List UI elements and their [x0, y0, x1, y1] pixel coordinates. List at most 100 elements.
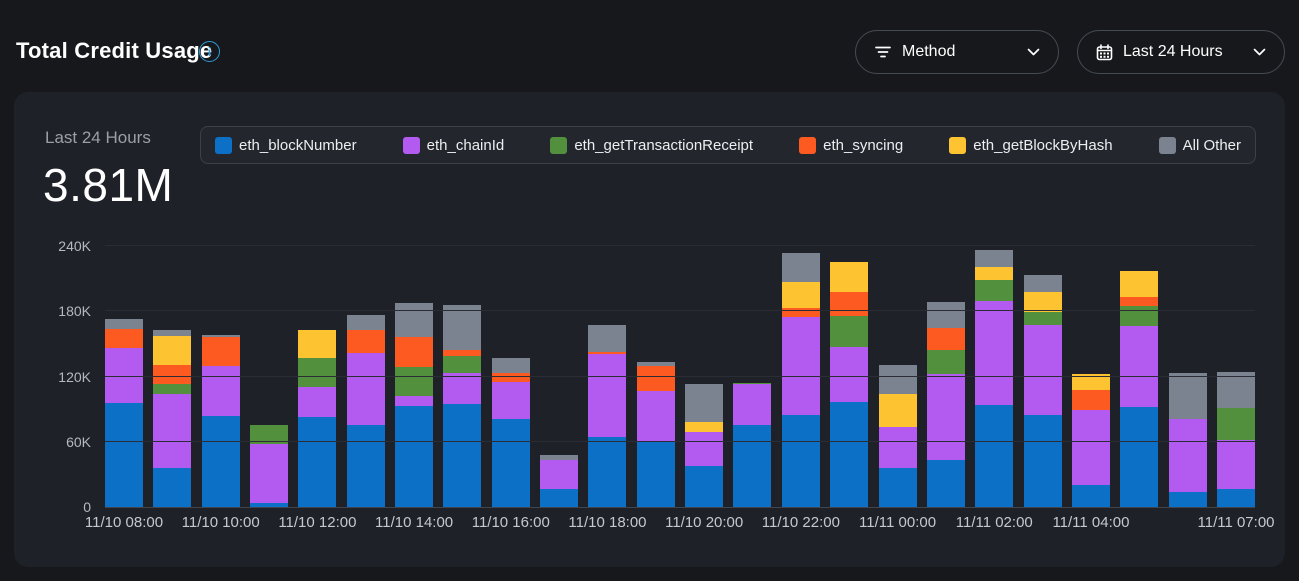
bar-segment	[443, 355, 482, 374]
bars-container	[105, 246, 1255, 507]
legend-label: eth_syncing	[823, 136, 904, 154]
bar-segment	[975, 266, 1014, 280]
legend-item[interactable]: eth_syncing	[799, 136, 904, 154]
legend-label: eth_getBlockByHash	[973, 136, 1113, 154]
bar-segment	[395, 302, 434, 338]
bar-segment	[443, 373, 482, 404]
bar-segment	[733, 384, 772, 426]
bar-segment	[443, 304, 482, 351]
bar	[975, 250, 1014, 507]
legend-item[interactable]: eth_blockNumber	[215, 136, 357, 154]
bar-segment	[975, 279, 1014, 302]
bar-segment	[153, 336, 192, 365]
bar-segment	[636, 365, 675, 391]
bar-segment	[1023, 325, 1062, 415]
time-range-dropdown[interactable]: Last 24 Hours	[1077, 30, 1285, 74]
bar-segment	[1216, 408, 1255, 440]
bar-segment	[1023, 275, 1062, 292]
x-tick-label: 11/11 02:00	[955, 514, 1033, 531]
bar-segment	[250, 502, 289, 507]
bar-segment	[491, 373, 530, 382]
bar	[201, 335, 240, 507]
bar-segment	[781, 281, 820, 308]
legend-item[interactable]: eth_getTransactionReceipt	[550, 136, 753, 154]
bar	[878, 364, 917, 507]
bar	[298, 329, 337, 507]
bar	[443, 304, 482, 507]
x-tick-label: 11/10 18:00	[568, 514, 647, 531]
credit-usage-card: Last 24 Hours 3.81M eth_blockNumber eth_c…	[14, 92, 1285, 567]
method-filter-dropdown[interactable]: Method	[855, 30, 1059, 74]
legend-item[interactable]: All Other	[1158, 136, 1241, 154]
bar-segment	[153, 364, 192, 385]
plot-area: 0 60K 120K 180K 240K 11/10 08:00 11/10 10:00 11…	[58, 238, 1274, 531]
bar-segment	[346, 329, 385, 353]
bar	[1216, 372, 1255, 507]
bar-segment	[588, 325, 627, 352]
calendar-icon	[1096, 43, 1113, 61]
x-tick-label: 11/11 07:00	[1197, 514, 1275, 531]
bar-segment	[685, 422, 724, 432]
bar-segment	[1120, 297, 1159, 306]
bar-segment	[1216, 488, 1255, 507]
bar	[395, 302, 434, 507]
grid-line	[105, 245, 1255, 246]
legend-swatch	[550, 136, 568, 154]
bar	[153, 329, 192, 507]
x-tick-label: 11/10 08:00	[84, 514, 164, 531]
bar-segment	[201, 365, 240, 416]
bar-segment	[395, 405, 434, 507]
bar-segment	[540, 454, 579, 461]
bar-segment	[298, 358, 337, 388]
bar-segment	[830, 315, 869, 348]
bar-segment	[250, 425, 289, 444]
x-tick-label: 11/10 12:00	[278, 514, 357, 531]
bar-segment	[636, 362, 675, 366]
bar-segment	[878, 393, 917, 427]
bar-segment	[588, 437, 627, 507]
bar-segment	[1023, 291, 1062, 313]
bar-segment	[926, 327, 965, 351]
grid-line	[105, 440, 1255, 442]
bar-segment	[443, 350, 482, 356]
bar	[346, 314, 385, 507]
bar-segment	[491, 358, 530, 374]
bar-segment	[1120, 271, 1159, 298]
legend-item[interactable]: eth_getBlockByHash	[949, 136, 1113, 154]
bar-segment	[685, 465, 724, 507]
bar-segment	[298, 329, 337, 359]
bar-segment	[1023, 312, 1062, 326]
period-label: Last 24 Hours	[45, 128, 151, 147]
bar-segment	[781, 316, 820, 415]
bar-segment	[491, 381, 530, 419]
bar-segment	[201, 335, 240, 338]
x-tick-label: 11/10 22:00	[761, 514, 840, 531]
legend-item[interactable]: eth_chainId	[402, 136, 504, 154]
bar-segment	[1071, 410, 1110, 486]
bar-segment	[298, 416, 337, 507]
bar-segment	[878, 467, 917, 507]
bar-segment	[588, 351, 627, 354]
bar-segment	[588, 353, 627, 438]
bar	[105, 318, 143, 507]
legend-swatch	[215, 136, 232, 154]
page-header: Total Credit Usage i Method	[0, 0, 1299, 92]
bar-segment	[201, 337, 240, 366]
bar	[1120, 271, 1159, 507]
bar	[588, 325, 627, 507]
bar-segment	[395, 396, 434, 406]
bar	[781, 252, 820, 507]
bar-segment	[685, 384, 724, 423]
info-icon[interactable]: i	[199, 41, 220, 62]
x-tick-label: 11/11 04:00	[1052, 514, 1130, 531]
bar-segment	[781, 308, 820, 317]
bar-segment	[733, 425, 772, 507]
bar	[733, 383, 772, 507]
bar	[250, 425, 289, 507]
legend-label: eth_blockNumber	[239, 136, 357, 154]
bar	[1071, 374, 1110, 507]
bar-segment	[1120, 326, 1159, 407]
y-tick-label: 240K	[58, 238, 91, 254]
bar-segment	[685, 431, 724, 466]
filter-lines-icon	[874, 45, 892, 59]
